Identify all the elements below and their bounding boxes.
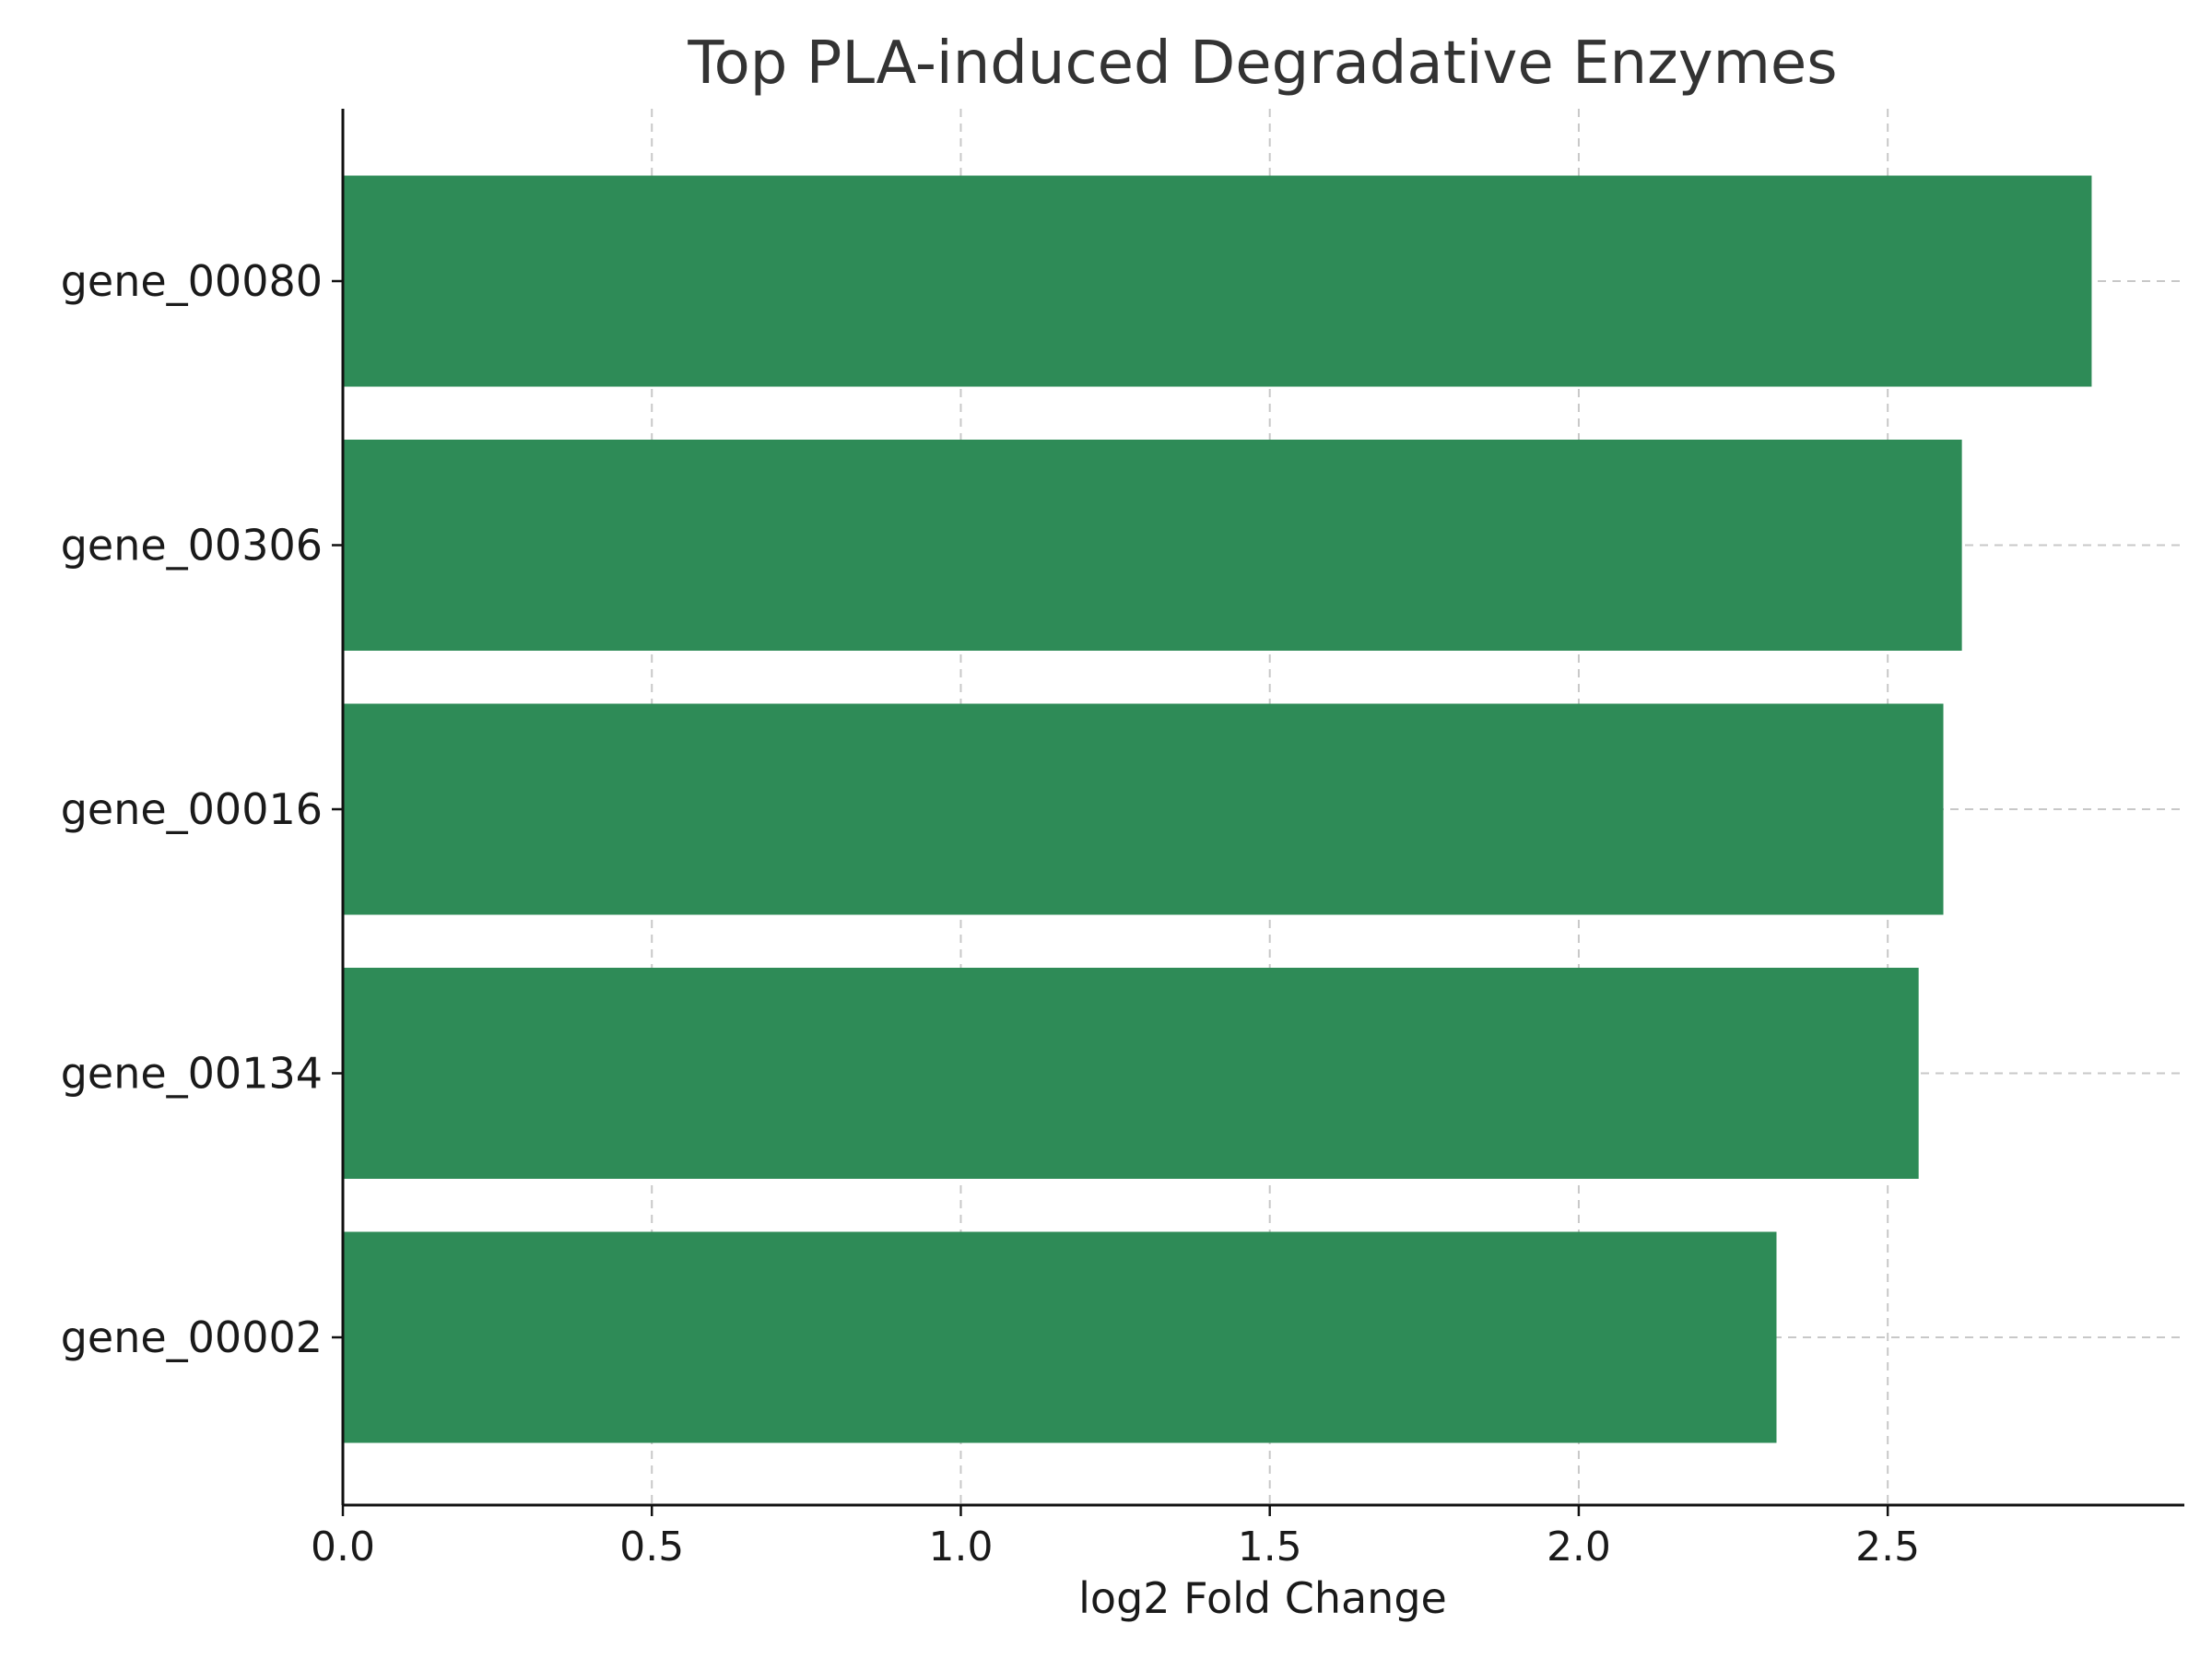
bar-layer: [343, 175, 2092, 1443]
bar-gene-00306: [343, 440, 1962, 651]
y-tick-label: gene_00080: [61, 256, 323, 306]
y-tick-label: gene_00306: [61, 521, 323, 571]
x-tick-label: 1.5: [1238, 1524, 1302, 1571]
label-layer: 0.0 0.5 1.0 1.5 2.0 2.5 gene_00080 gene_00306ge…: [61, 256, 1920, 1571]
x-tick-label: 2.0: [1547, 1524, 1611, 1571]
y-tick-label: gene_00002: [61, 1312, 323, 1362]
chart-title: Top PLA-induced Degradative Enzymes: [687, 29, 1837, 98]
bar-gene-00134: [343, 968, 1919, 1179]
x-tick-label: 1.0: [928, 1524, 993, 1571]
x-axis-title: log2 Fold Change: [1078, 1573, 1447, 1623]
bar-gene-00002: [343, 1231, 1777, 1443]
y-tick-label: gene_00016: [61, 784, 323, 834]
bar-gene-00080: [343, 175, 2092, 387]
bar-gene-00016: [343, 703, 1944, 915]
y-tick-label: gene_00134: [61, 1049, 323, 1099]
x-tick-label: 2.5: [1855, 1524, 1920, 1571]
axis-layer: [341, 109, 2184, 1507]
x-tick-label: 0.5: [619, 1524, 684, 1571]
x-tick-label: 0.0: [311, 1524, 375, 1571]
